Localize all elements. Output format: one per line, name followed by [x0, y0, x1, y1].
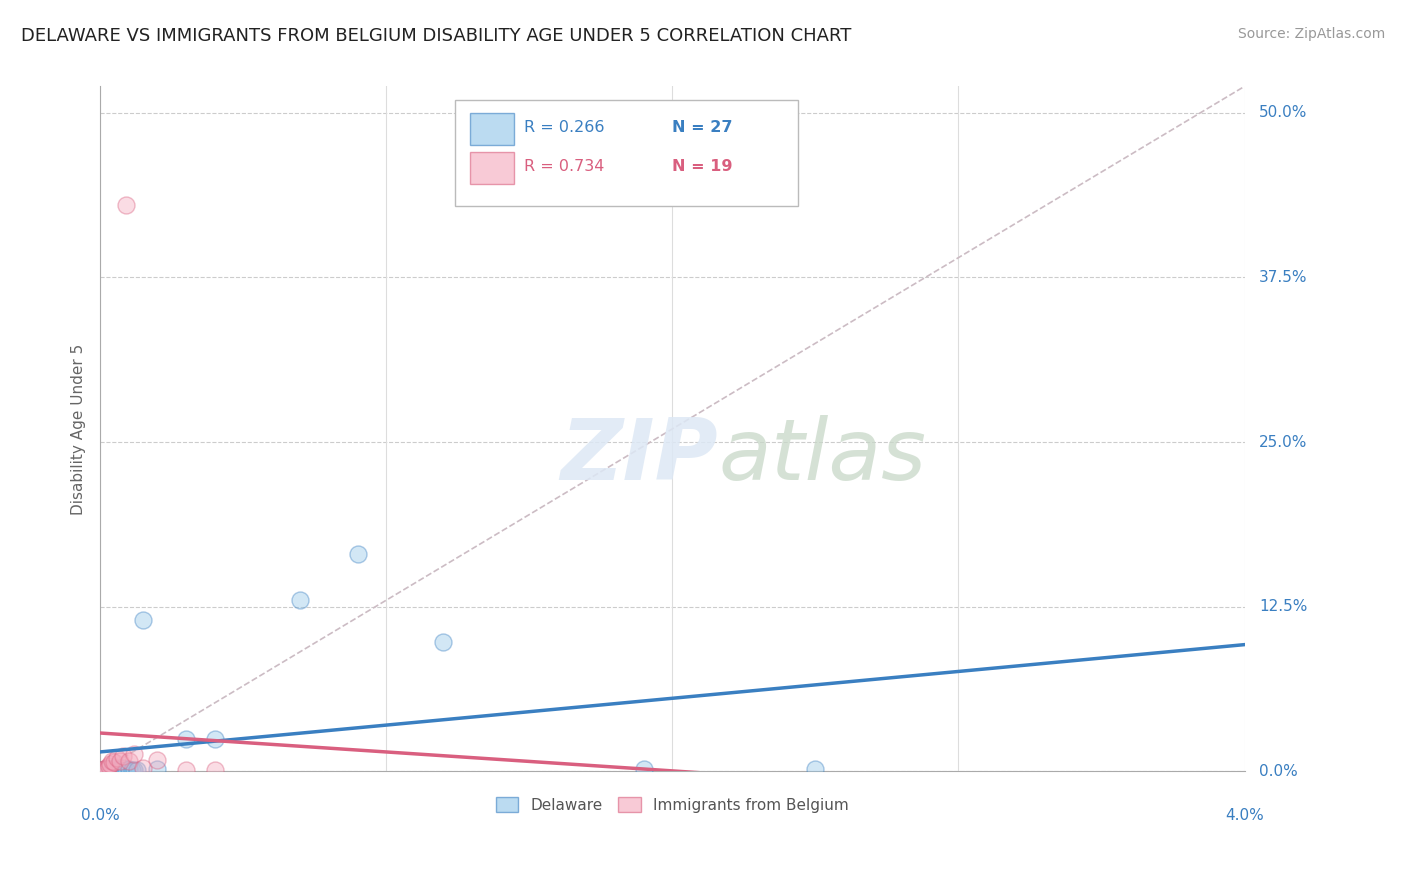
Point [98, 756, 121, 771]
Point [105, 751, 128, 765]
Point [146, 762, 169, 776]
Point [96, 762, 118, 776]
Point [174, 731, 197, 746]
Point [90, 763, 112, 777]
Point [97, 762, 120, 776]
Point [432, 635, 454, 649]
FancyBboxPatch shape [470, 153, 515, 184]
Y-axis label: Disability Age Under 5: Disability Age Under 5 [72, 343, 86, 515]
Point [108, 754, 131, 768]
Text: 0.0%: 0.0% [1258, 764, 1298, 779]
Text: R = 0.266: R = 0.266 [523, 120, 605, 135]
Point [91, 763, 114, 777]
Text: 25.0%: 25.0% [1258, 434, 1308, 450]
Point [96, 763, 118, 777]
Point [118, 762, 141, 776]
FancyBboxPatch shape [456, 100, 799, 206]
Point [290, 593, 312, 607]
Point [93, 763, 115, 777]
Point [103, 760, 125, 774]
Text: 37.5%: 37.5% [1258, 270, 1308, 285]
Point [94, 760, 117, 774]
Text: DELAWARE VS IMMIGRANTS FROM BELGIUM DISABILITY AGE UNDER 5 CORRELATION CHART: DELAWARE VS IMMIGRANTS FROM BELGIUM DISA… [21, 27, 852, 45]
Legend: Delaware, Immigrants from Belgium: Delaware, Immigrants from Belgium [489, 790, 855, 819]
Point [98, 763, 121, 777]
Point [115, 763, 138, 777]
Text: ZIP: ZIP [561, 415, 718, 498]
Point [346, 547, 368, 561]
Point [93, 762, 115, 776]
Point [100, 754, 122, 768]
Point [804, 762, 827, 776]
Text: R = 0.734: R = 0.734 [523, 159, 605, 174]
Text: 0.0%: 0.0% [80, 808, 120, 823]
Text: 4.0%: 4.0% [1225, 808, 1264, 823]
Point [108, 763, 131, 777]
FancyBboxPatch shape [470, 113, 515, 145]
Point [132, 760, 155, 774]
Point [174, 763, 197, 777]
Point [97, 759, 120, 773]
Point [103, 756, 125, 770]
Point [115, 198, 138, 212]
Text: Source: ZipAtlas.com: Source: ZipAtlas.com [1237, 27, 1385, 41]
Point [121, 763, 143, 777]
Point [111, 760, 134, 774]
Point [111, 748, 134, 763]
Point [90, 763, 112, 777]
Point [204, 731, 226, 746]
Point [91, 763, 114, 777]
Point [101, 762, 124, 776]
Point [124, 747, 146, 762]
Point [118, 754, 141, 768]
Text: N = 27: N = 27 [672, 120, 733, 135]
Point [132, 613, 155, 627]
Text: N = 19: N = 19 [672, 159, 733, 174]
Point [105, 763, 128, 777]
Point [204, 763, 226, 777]
Text: 12.5%: 12.5% [1258, 599, 1308, 615]
Point [633, 762, 655, 776]
Point [94, 762, 117, 776]
Point [124, 763, 146, 777]
Text: atlas: atlas [718, 415, 927, 498]
Text: 50.0%: 50.0% [1258, 105, 1308, 120]
Point [127, 763, 149, 777]
Point [100, 763, 122, 777]
Point [146, 753, 169, 767]
